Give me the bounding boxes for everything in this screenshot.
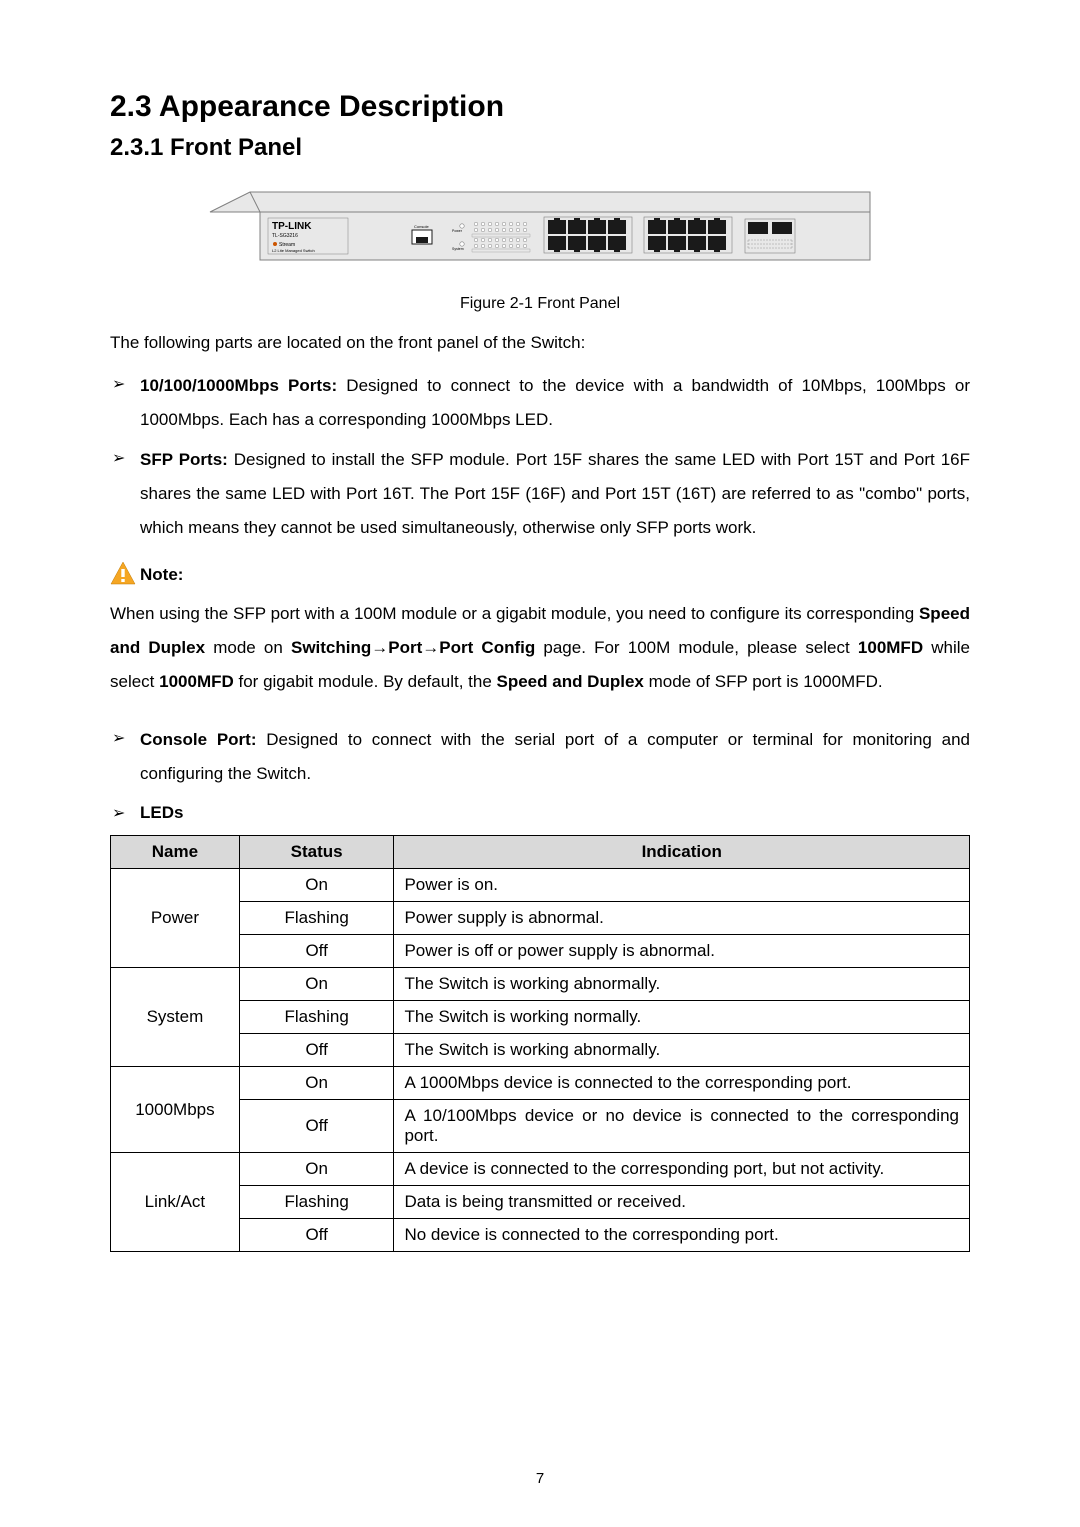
cell-name: Power: [111, 869, 240, 968]
document-page: 2.3 Appearance Description 2.3.1 Front P…: [0, 0, 1080, 1527]
cell-status: On: [239, 1067, 394, 1100]
warning-icon: [110, 561, 136, 585]
note-p2: mode on: [205, 638, 291, 657]
table-row: PowerOnPower is on.: [111, 869, 970, 902]
cell-name: 1000Mbps: [111, 1067, 240, 1153]
th-indication: Indication: [394, 836, 970, 869]
figure-caption: Figure 2-1 Front Panel: [110, 295, 970, 313]
cell-status: Flashing: [239, 902, 394, 935]
cell-status: On: [239, 869, 394, 902]
note-p1: When using the SFP port with a 100M modu…: [110, 604, 919, 623]
bullet-ports: 10/100/1000Mbps Ports: Designed to conne…: [110, 369, 970, 437]
bullet-console-text: Designed to connect with the serial port…: [140, 730, 970, 783]
subsection-heading: 2.3.1 Front Panel: [110, 134, 970, 162]
note-p5: for gigabit module. By default, the: [234, 672, 497, 691]
cell-name: System: [111, 968, 240, 1067]
table-row: OffNo device is connected to the corresp…: [111, 1219, 970, 1252]
leds-heading: LEDs: [110, 803, 970, 823]
th-status: Status: [239, 836, 394, 869]
table-row: SystemOnThe Switch is working abnormally…: [111, 968, 970, 1001]
intro-text: The following parts are located on the f…: [110, 333, 970, 353]
system-led-label: System: [452, 247, 464, 251]
cell-indication: No device is connected to the correspond…: [394, 1219, 970, 1252]
cell-status: Off: [239, 935, 394, 968]
model-text: TL-SG3216: [272, 233, 298, 239]
table-row: FlashingPower supply is abnormal.: [111, 902, 970, 935]
bullet-list-1: 10/100/1000Mbps Ports: Designed to conne…: [110, 369, 970, 545]
table-row: Link/ActOnA device is connected to the c…: [111, 1153, 970, 1186]
note-b5: Speed and Duplex: [497, 672, 644, 691]
table-header-row: Name Status Indication: [111, 836, 970, 869]
note-header: Note:: [110, 561, 970, 585]
bullet-list-2: Console Port: Designed to connect with t…: [110, 723, 970, 791]
cell-name: Link/Act: [111, 1153, 240, 1252]
series2-text: L2 Lite Managed Switch: [272, 248, 315, 253]
table-row: OffA 10/100Mbps device or no device is c…: [111, 1100, 970, 1153]
figure-front-panel: TP-LINK TL-SG3216 Stream L2 Lite Managed…: [110, 182, 970, 313]
cell-status: Off: [239, 1034, 394, 1067]
note-b4: 1000MFD: [159, 672, 234, 691]
table-row: OffThe Switch is working abnormally.: [111, 1034, 970, 1067]
note-b2: Switching→Port→Port Config: [291, 638, 535, 657]
note-p3: page. For 100M module, please select: [535, 638, 858, 657]
cell-status: On: [239, 968, 394, 1001]
bullet-sfp: SFP Ports: Designed to install the SFP m…: [110, 443, 970, 545]
bullet-console-strong: Console Port:: [140, 730, 257, 749]
note-label: Note:: [140, 565, 183, 585]
cell-status: On: [239, 1153, 394, 1186]
cell-indication: A device is connected to the correspondi…: [394, 1153, 970, 1186]
power-led-label: Power: [452, 229, 463, 233]
note-block: Note: When using the SFP port with a 100…: [110, 561, 970, 699]
cell-indication: Power supply is abnormal.: [394, 902, 970, 935]
cell-status: Flashing: [239, 1186, 394, 1219]
brand-text: TP-LINK: [272, 221, 312, 232]
cell-indication: The Switch is working abnormally.: [394, 968, 970, 1001]
cell-indication: Data is being transmitted or received.: [394, 1186, 970, 1219]
console-label: Console: [414, 224, 429, 229]
cell-status: Off: [239, 1100, 394, 1153]
table-body: PowerOnPower is on.FlashingPower supply …: [111, 869, 970, 1252]
bullet-sfp-text: Designed to install the SFP module. Port…: [140, 450, 970, 537]
th-name: Name: [111, 836, 240, 869]
led-table: Name Status Indication PowerOnPower is o…: [110, 835, 970, 1252]
cell-status: Flashing: [239, 1001, 394, 1034]
cell-indication: Power is off or power supply is abnormal…: [394, 935, 970, 968]
cell-indication: Power is on.: [394, 869, 970, 902]
note-body: When using the SFP port with a 100M modu…: [110, 597, 970, 699]
table-row: FlashingData is being transmitted or rec…: [111, 1186, 970, 1219]
cell-indication: The Switch is working normally.: [394, 1001, 970, 1034]
table-row: OffPower is off or power supply is abnor…: [111, 935, 970, 968]
cell-indication: The Switch is working abnormally.: [394, 1034, 970, 1067]
front-panel-svg: TP-LINK TL-SG3216 Stream L2 Lite Managed…: [200, 182, 880, 272]
table-row: 1000MbpsOnA 1000Mbps device is connected…: [111, 1067, 970, 1100]
bullet-console: Console Port: Designed to connect with t…: [110, 723, 970, 791]
page-number: 7: [0, 1470, 1080, 1487]
cell-indication: A 1000Mbps device is connected to the co…: [394, 1067, 970, 1100]
note-p6: mode of SFP port is 1000MFD.: [644, 672, 883, 691]
cell-indication: A 10/100Mbps device or no device is conn…: [394, 1100, 970, 1153]
bullet-ports-strong: 10/100/1000Mbps Ports:: [140, 376, 337, 395]
section-heading: 2.3 Appearance Description: [110, 90, 970, 124]
table-row: FlashingThe Switch is working normally.: [111, 1001, 970, 1034]
cell-status: Off: [239, 1219, 394, 1252]
note-b3: 100MFD: [858, 638, 923, 657]
bullet-sfp-strong: SFP Ports:: [140, 450, 228, 469]
